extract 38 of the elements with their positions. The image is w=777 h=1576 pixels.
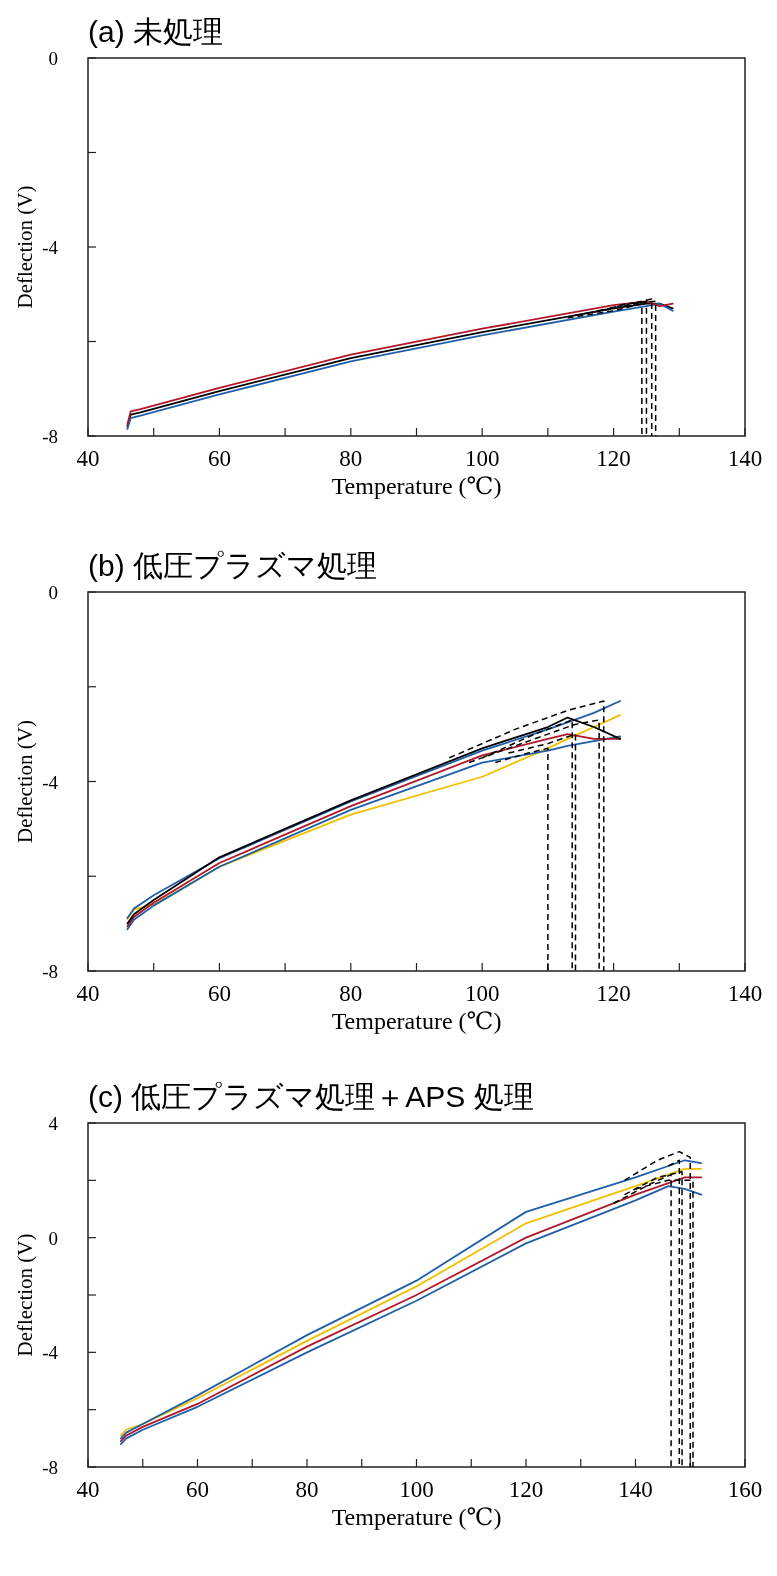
chart-title: (c) 低圧プラズマ処理＋APS 処理	[88, 1080, 534, 1113]
x-tick-label: 120	[508, 1477, 544, 1502]
x-tick-label: 60	[207, 446, 231, 471]
y-tick-label: 0	[48, 582, 58, 603]
y-axis-title: Deflection (V)	[13, 719, 37, 844]
y-tick-label: -4	[42, 1342, 59, 1364]
y-axis-title: Deflection (V)	[13, 185, 37, 309]
x-tick-label: 140	[727, 981, 763, 1006]
y-tick-label: 0	[48, 48, 58, 69]
x-tick-label: 100	[399, 1477, 434, 1502]
y-tick-label: 4	[48, 1113, 59, 1134]
x-axis-title: Temperature (℃)	[331, 473, 502, 499]
x-axis-title: Temperature (℃)	[331, 1504, 502, 1530]
x-tick-label: 160	[727, 1477, 763, 1502]
x-tick-label: 80	[295, 1477, 319, 1502]
x-tick-label: 140	[727, 446, 763, 471]
y-tick-label: -8	[42, 1457, 58, 1478]
x-tick-label: 120	[596, 446, 631, 471]
x-tick-label: 40	[76, 446, 100, 471]
x-tick-label: 60	[207, 981, 231, 1006]
chart-title: (a) 未処理	[88, 15, 223, 48]
y-axis-title: Deflection (V)	[13, 1233, 37, 1357]
x-tick-label: 80	[339, 446, 363, 471]
y-tick-label: -4	[42, 771, 59, 793]
x-tick-label: 40	[76, 1477, 100, 1502]
x-axis-title: Temperature (℃)	[331, 1008, 502, 1034]
x-tick-label: 140	[618, 1477, 653, 1502]
y-tick-label: -8	[42, 426, 58, 447]
x-tick-label: 80	[339, 981, 363, 1006]
x-tick-label: 60	[186, 1477, 209, 1502]
x-tick-label: 40	[76, 981, 100, 1006]
x-tick-label: 100	[464, 981, 500, 1006]
y-tick-label: -8	[42, 961, 58, 982]
y-tick-label: -4	[42, 237, 59, 258]
chart-title: (b) 低圧プラズマ処理	[88, 549, 377, 582]
x-tick-label: 100	[464, 446, 500, 471]
x-tick-label: 120	[596, 981, 631, 1006]
y-tick-label: 0	[48, 1227, 58, 1249]
